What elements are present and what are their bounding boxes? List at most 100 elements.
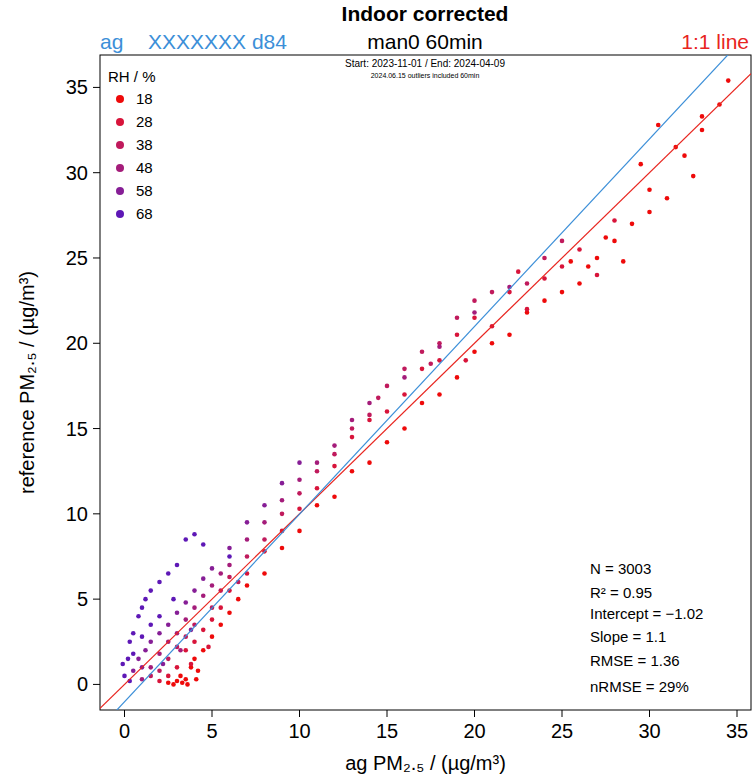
point xyxy=(560,264,565,269)
x-tick-label: 35 xyxy=(726,720,748,742)
point xyxy=(227,575,232,580)
point xyxy=(472,315,477,320)
point xyxy=(280,546,285,551)
point xyxy=(136,657,141,662)
point xyxy=(194,677,199,682)
point xyxy=(140,605,145,610)
point xyxy=(647,187,652,192)
legend-marker xyxy=(116,210,124,218)
point xyxy=(189,662,194,667)
point xyxy=(178,648,183,653)
point xyxy=(516,269,521,274)
point xyxy=(201,648,206,653)
series xyxy=(140,285,512,682)
legend-marker xyxy=(116,164,124,172)
chart: Indoor correctedagXXXXXXX d84man0 60min1… xyxy=(0,0,753,781)
point xyxy=(131,668,136,673)
point xyxy=(201,628,206,633)
point xyxy=(402,375,407,380)
point xyxy=(297,460,302,465)
legend-marker xyxy=(116,95,124,103)
point xyxy=(367,401,372,406)
point xyxy=(621,259,626,264)
point xyxy=(350,469,355,474)
y-tick xyxy=(93,599,100,600)
point xyxy=(367,413,372,418)
point xyxy=(350,418,355,423)
note: 2024.06.15 outliers included 60min xyxy=(371,72,480,79)
point xyxy=(420,349,425,354)
y-tick-label: 15 xyxy=(66,418,88,440)
legend-marker xyxy=(116,141,124,149)
point xyxy=(192,588,197,593)
point xyxy=(691,174,696,179)
title: Indoor corrected xyxy=(342,2,509,25)
legend-marker xyxy=(116,187,124,195)
point xyxy=(136,614,141,619)
point xyxy=(297,506,302,511)
point xyxy=(126,657,131,662)
point xyxy=(148,588,153,593)
legend-marker xyxy=(116,118,124,126)
x-tick-label: 0 xyxy=(119,720,130,742)
y-tick-label: 5 xyxy=(77,588,88,610)
point xyxy=(157,631,162,636)
series xyxy=(120,532,231,683)
point xyxy=(148,639,153,644)
point xyxy=(367,460,372,465)
point xyxy=(166,674,171,679)
point xyxy=(568,259,573,264)
point xyxy=(201,593,206,598)
point xyxy=(455,315,460,320)
point xyxy=(437,392,442,397)
legend-label: 48 xyxy=(136,159,153,176)
point xyxy=(332,464,337,469)
plot-frame xyxy=(100,55,751,710)
point xyxy=(350,435,355,440)
point xyxy=(227,554,232,559)
point xyxy=(647,210,652,215)
point xyxy=(236,597,241,602)
point xyxy=(595,273,600,278)
point xyxy=(148,622,153,627)
point xyxy=(385,409,390,414)
point xyxy=(183,677,188,682)
x-tick xyxy=(299,710,300,717)
point xyxy=(192,605,197,610)
point xyxy=(120,662,125,667)
point xyxy=(166,680,171,685)
point xyxy=(210,566,215,571)
point xyxy=(315,469,320,474)
point xyxy=(420,401,425,406)
point xyxy=(201,542,206,547)
point xyxy=(245,583,250,588)
point xyxy=(402,426,407,431)
x-tick xyxy=(212,710,213,717)
point xyxy=(140,634,145,639)
stat-annotation: N = 3003 xyxy=(590,560,651,577)
point xyxy=(280,498,285,503)
legend-label: 18 xyxy=(136,90,153,107)
point xyxy=(183,600,188,605)
x-tick xyxy=(649,710,650,717)
series xyxy=(157,218,617,683)
point xyxy=(490,290,495,295)
point xyxy=(385,384,390,389)
y-tick-label: 0 xyxy=(77,673,88,695)
point xyxy=(420,367,425,372)
point xyxy=(490,341,495,346)
point xyxy=(192,639,197,644)
point xyxy=(192,657,197,662)
header-center: man0 60min xyxy=(367,30,483,53)
point xyxy=(376,396,381,401)
point xyxy=(455,332,460,337)
point xyxy=(175,665,180,670)
y-tick-label: 10 xyxy=(66,503,88,525)
point xyxy=(437,344,442,349)
point xyxy=(560,290,565,295)
point xyxy=(402,392,407,397)
point xyxy=(280,512,285,517)
point xyxy=(367,418,372,423)
point xyxy=(180,680,185,685)
point xyxy=(183,617,188,622)
